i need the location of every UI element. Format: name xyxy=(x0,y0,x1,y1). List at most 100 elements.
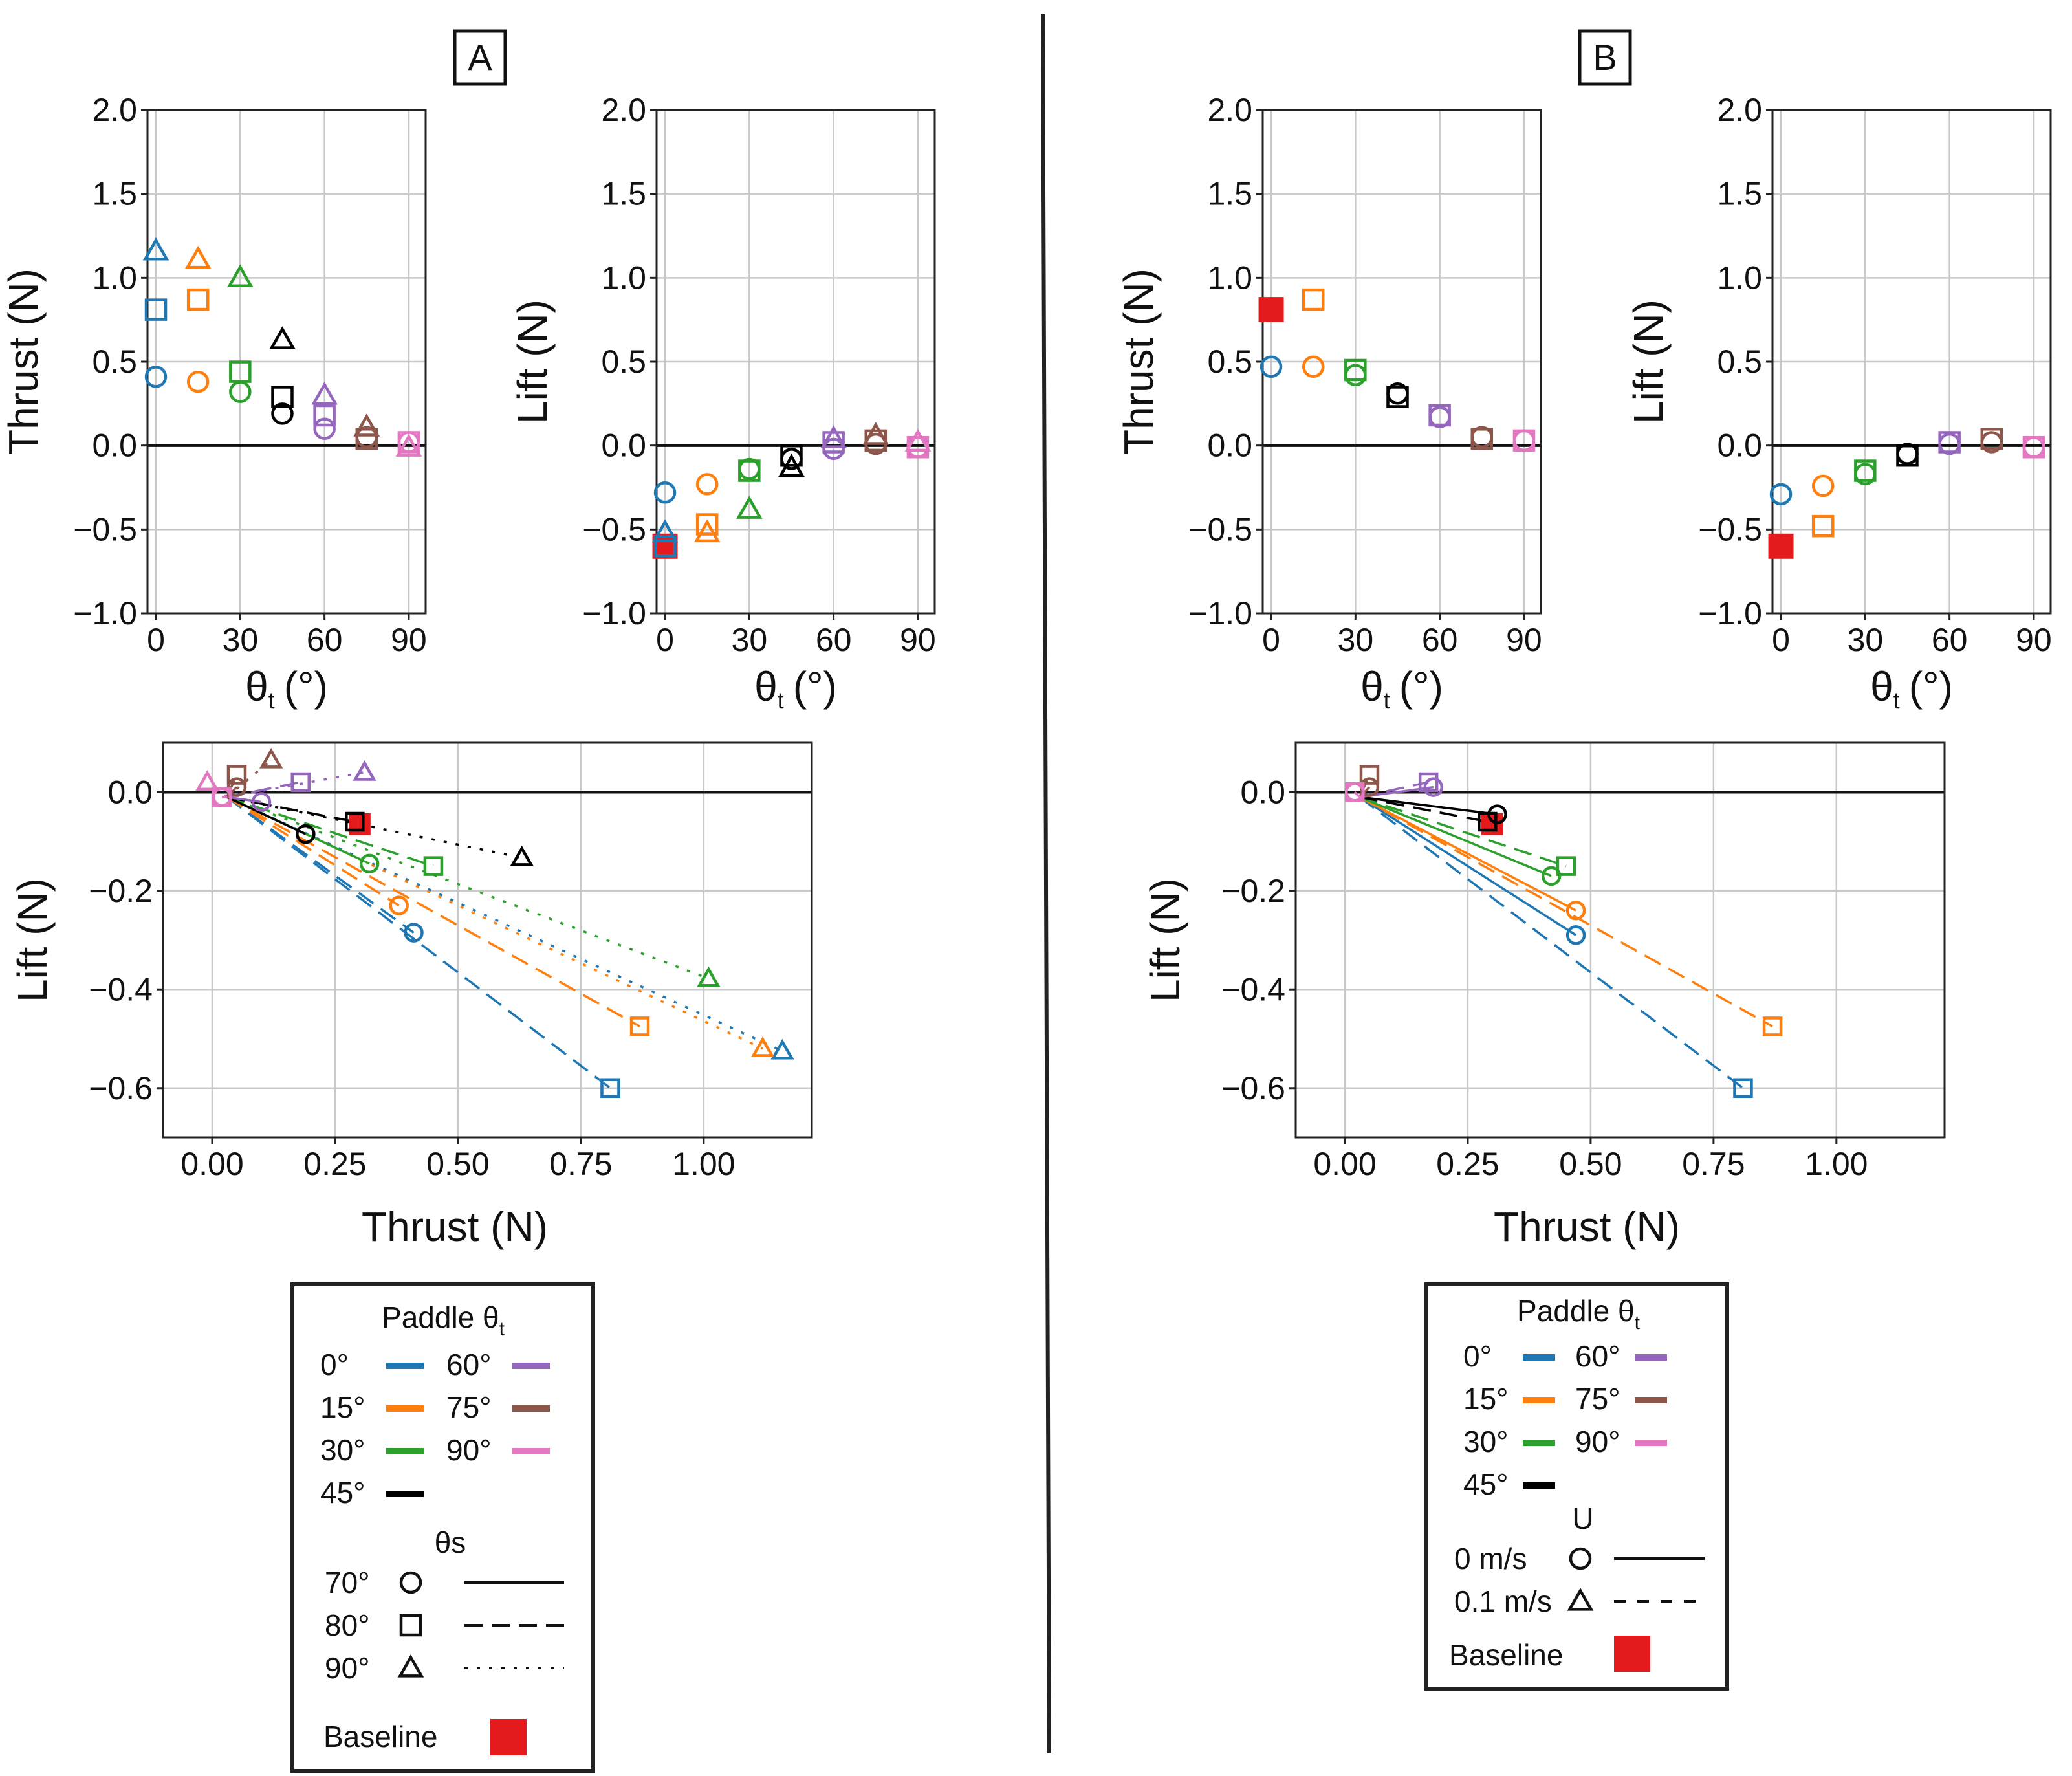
x-axis-label-main: θ xyxy=(754,663,778,710)
legend-u-label: 0 m/s xyxy=(1454,1542,1527,1575)
data-point-15-circle xyxy=(1302,355,1325,378)
data-point-45-square xyxy=(271,386,294,408)
y-tick-label: 1.0 xyxy=(601,259,646,296)
y-tick-label: −1.0 xyxy=(73,595,137,631)
y-tick-label: −0.6 xyxy=(1221,1070,1285,1106)
chart-b-lift: 0 30 60 90 −1.0 −0.5 0.0 0.5 1.0 1.5 2.0 θt (°) Lift … xyxy=(1625,92,2052,714)
y-tick-label: 0.0 xyxy=(1717,428,1762,464)
data-point-90-square xyxy=(212,787,232,807)
data-point-30-circle xyxy=(359,853,380,874)
data-point-baseline-baseline xyxy=(349,813,371,835)
y-tick-label: 1.0 xyxy=(92,259,137,296)
y-tick-label: −1.0 xyxy=(1698,595,1762,631)
x-axis-label-unit: (°) xyxy=(793,663,837,710)
data-point-30-square xyxy=(423,856,444,876)
data-point-75-triangle xyxy=(259,747,283,769)
y-tick-label: −0.4 xyxy=(89,971,153,1007)
data-point-0-square xyxy=(1733,1078,1753,1098)
data-point-45-square xyxy=(1386,386,1409,408)
data-point-15-triangle xyxy=(750,1036,775,1057)
data-point-90-square xyxy=(1344,782,1365,802)
legend-a-title: Paddle θt xyxy=(382,1300,505,1340)
x-tick-label: 60 xyxy=(307,622,343,658)
data-point-45-triangle xyxy=(510,845,534,866)
y-tick-label: 1.0 xyxy=(1207,259,1252,296)
legend-u-label: 0.1 m/s xyxy=(1454,1584,1552,1618)
series-line-45-circle xyxy=(1359,796,1498,816)
panel-label-b-text: B xyxy=(1593,37,1617,78)
axes-frame xyxy=(655,109,936,615)
x-tick-label: 0.50 xyxy=(1559,1146,1622,1182)
data-point-15-square xyxy=(695,513,719,536)
x-axis-label: θt (°) xyxy=(1360,663,1443,714)
legend-theta-s-marker xyxy=(399,1571,422,1594)
legend-angle-label: 15° xyxy=(1463,1382,1509,1416)
y-tick-label: 0.5 xyxy=(1207,344,1252,380)
y-tick-label: 0.5 xyxy=(1717,344,1762,380)
x-tick-label: 90 xyxy=(900,622,936,658)
axes-frame xyxy=(146,109,427,615)
x-tick-label: 0 xyxy=(656,622,674,658)
x-tick-label: 0.25 xyxy=(1436,1146,1499,1182)
data-point-15-square xyxy=(629,1016,650,1036)
y-tick-label: −0.4 xyxy=(1221,971,1285,1007)
x-tick-label: 90 xyxy=(1506,622,1542,658)
y-tick-label: 0.0 xyxy=(92,428,137,464)
data-point-60-circle xyxy=(251,792,272,812)
x-tick-label: 0.75 xyxy=(1682,1146,1745,1182)
y-tick-label: 0.0 xyxy=(1207,428,1252,464)
chart-b-polar: 0.00 0.25 0.50 0.75 1.00 −0.6 −0.4 −0.2 0.0 Thrus… xyxy=(1142,741,1946,1250)
data-point-15-square xyxy=(1762,1016,1783,1036)
y-tick-label: −0.5 xyxy=(1698,511,1762,547)
data-point-60-circle xyxy=(313,417,336,440)
data-point-45-triangle xyxy=(269,326,296,349)
x-tick-label: 0 xyxy=(147,622,165,658)
data-point-0-square xyxy=(600,1078,620,1098)
data-point-0-circle xyxy=(144,366,168,388)
x-axis-label: Thrust (N) xyxy=(1494,1203,1680,1250)
y-tick-label: 0.0 xyxy=(1240,774,1285,810)
x-tick-label: 60 xyxy=(1932,622,1968,658)
legend-angle-label: 30° xyxy=(320,1433,365,1467)
legend-angle-label: 90° xyxy=(446,1433,492,1467)
legend-theta-s-label: 90° xyxy=(325,1651,370,1685)
legend-a: Paddle θt 0° 15° 30° 45° 60° 75° 90° θs 70° 80°… xyxy=(290,1282,595,1773)
data-point-45-circle xyxy=(271,402,294,425)
legend-angle-label: 75° xyxy=(446,1390,492,1424)
x-axis-label-sub: t xyxy=(778,687,784,714)
data-point-75-square xyxy=(355,428,378,450)
data-point-30-triangle xyxy=(697,966,721,987)
data-point-45-square xyxy=(1896,444,1919,467)
data-point-15-circle xyxy=(389,895,409,915)
x-tick-label: 0.25 xyxy=(303,1146,366,1182)
y-tick-label: 1.5 xyxy=(1207,176,1252,212)
series-line-15-square xyxy=(226,796,640,1027)
data-point-0-triangle xyxy=(770,1038,794,1060)
axes-frame xyxy=(1771,109,2052,615)
data-point-75-square xyxy=(1470,428,1494,450)
chart-b-thrust: 0 30 60 90 −1.0 −0.5 0.0 0.5 1.0 1.5 2.0 θt (°) Thrus… xyxy=(1115,92,1542,714)
series-line-0-circle xyxy=(1358,796,1577,936)
y-tick-label: 0.0 xyxy=(107,774,153,810)
data-point-90-triangle xyxy=(904,428,932,452)
legend-u-marker xyxy=(1569,1547,1592,1570)
charts: 0 30 60 90−1.0−0.50.00.51.01.52.0θt (°)Thrus… xyxy=(0,92,2052,1250)
series-line-60-circle xyxy=(226,796,262,804)
legend-theta-s-marker xyxy=(399,1614,422,1637)
legend-angle-label: 75° xyxy=(1575,1382,1620,1416)
y-tick-label: 1.5 xyxy=(601,176,646,212)
data-point-30-triangle xyxy=(226,264,254,287)
panel-label-a: A xyxy=(453,29,507,86)
y-tick-label: −0.5 xyxy=(582,511,646,547)
panel-label-b: B xyxy=(1578,29,1632,86)
y-tick-label: 1.0 xyxy=(1717,259,1762,296)
series-line-30-square xyxy=(226,796,434,868)
data-point-0-square xyxy=(144,298,168,321)
x-axis-label: θt (°) xyxy=(1870,663,1953,714)
x-tick-label: 30 xyxy=(223,622,259,658)
x-tick-label: 0 xyxy=(1262,622,1280,658)
x-axis-label-unit: (°) xyxy=(284,663,328,710)
x-tick-label: 60 xyxy=(816,622,852,658)
data-point-60-square xyxy=(822,431,845,454)
y-tick-label: −0.5 xyxy=(73,511,137,547)
